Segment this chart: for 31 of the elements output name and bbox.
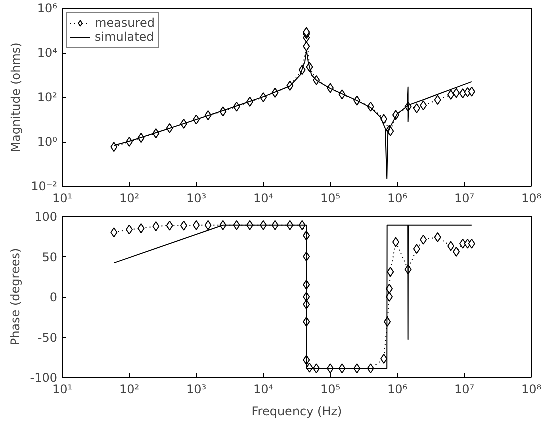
- y-tick-label: -50: [38, 330, 58, 345]
- x-tick-label: 10²: [119, 382, 140, 396]
- y-tick-label: 10⁴: [37, 46, 58, 60]
- legend-label: measured: [95, 16, 155, 30]
- x-tick-label: 10⁶: [387, 382, 408, 396]
- x-tick-label: 10²: [119, 192, 140, 206]
- y-axis-title: Magnitude (ohms): [9, 42, 24, 152]
- y-tick-label: 10⁻²: [31, 180, 58, 194]
- x-tick-label: 10⁷: [454, 382, 475, 396]
- x-tick-label: 10⁵: [320, 192, 341, 206]
- x-tick-label: 10⁷: [454, 192, 475, 206]
- x-tick-label: 10⁶: [387, 192, 408, 206]
- y-tick-label: 10⁶: [37, 2, 58, 16]
- y-tick-label: -100: [30, 371, 58, 385]
- x-tick-label: 10⁴: [253, 192, 274, 206]
- x-tick-label: 10¹: [52, 192, 73, 206]
- y-tick-label: 10⁰: [37, 135, 58, 149]
- y-tick-label: 10²: [37, 90, 58, 104]
- y-axis-title: Phase (degrees): [8, 248, 22, 346]
- x-axis-title: Frequency (Hz): [252, 404, 342, 418]
- legend-label: simulated: [95, 30, 154, 44]
- x-tick-label: 10⁸: [521, 382, 542, 396]
- y-tick-label: 50: [42, 250, 58, 264]
- x-tick-label: 10³: [186, 192, 207, 206]
- y-tick-label: 0: [50, 290, 58, 304]
- x-tick-label: 10⁵: [320, 382, 341, 396]
- y-tick-label: 100: [34, 210, 58, 224]
- x-tick-label: 10⁸: [521, 192, 542, 206]
- x-tick-label: 10¹: [52, 382, 73, 396]
- x-tick-label: 10³: [186, 382, 207, 396]
- x-tick-label: 10⁴: [253, 382, 274, 396]
